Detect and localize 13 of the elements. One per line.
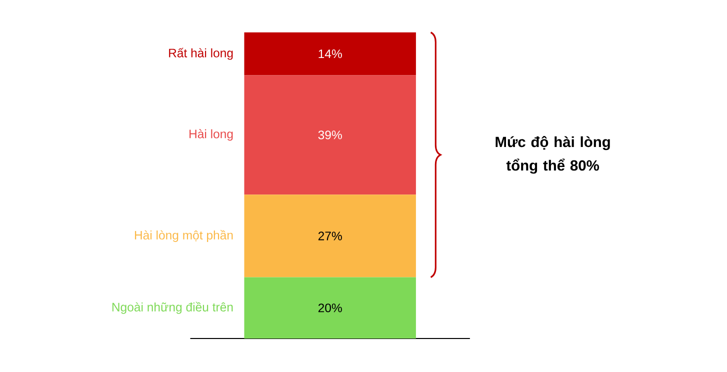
data-label: 27% bbox=[318, 232, 342, 240]
bar bbox=[244, 277, 416, 339]
data-label: 14% bbox=[318, 50, 342, 58]
series-label: Rất hài long bbox=[169, 48, 233, 60]
text: Mức độ hài lòng tổng thể 80% bbox=[496, 136, 610, 174]
bar bbox=[244, 194, 416, 278]
series-label: Hài lòng một phần bbox=[134, 230, 233, 242]
data-label: 20% bbox=[318, 304, 342, 312]
series-label: Hài long bbox=[190, 129, 233, 141]
series-label: Ngoài những điều trên bbox=[112, 302, 233, 314]
data-label: 39% bbox=[318, 130, 342, 140]
bar bbox=[244, 32, 416, 76]
bar bbox=[244, 75, 416, 195]
